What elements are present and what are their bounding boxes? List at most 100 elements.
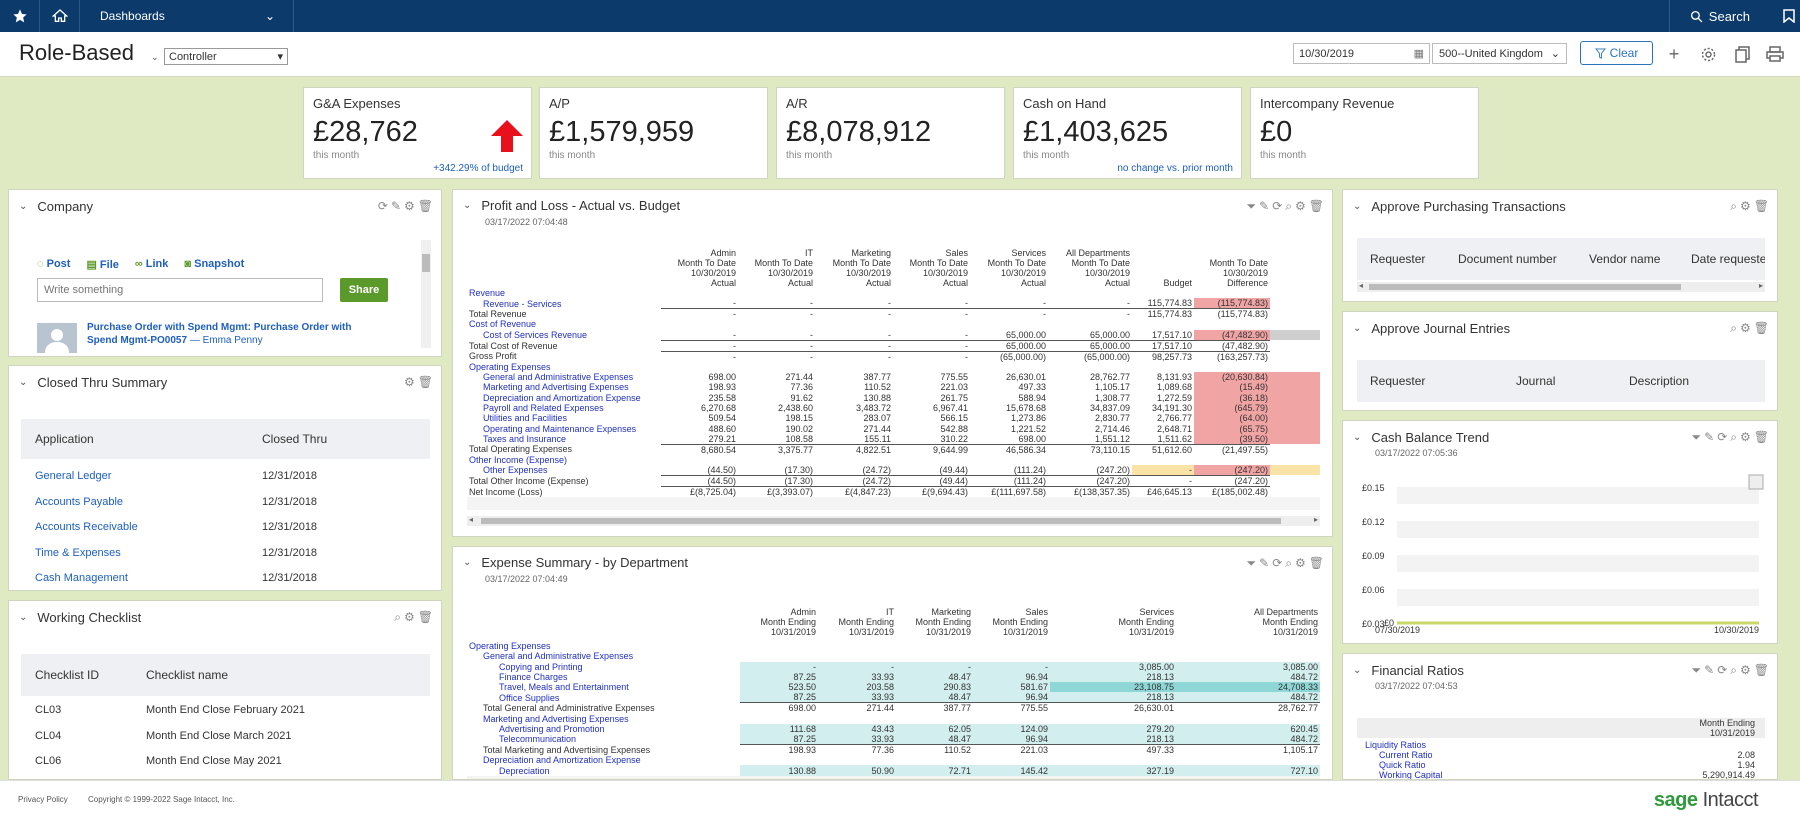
exp-row-label[interactable]: Depreciation bbox=[499, 765, 550, 776]
search-icon[interactable]: ⌕ bbox=[1730, 663, 1737, 677]
exp-row-label[interactable]: General and Administrative Expenses bbox=[483, 651, 634, 662]
pl-row-label[interactable]: Taxes and Insurance bbox=[483, 433, 567, 444]
edit-icon[interactable]: ✎ bbox=[1259, 556, 1270, 570]
pl-row-label[interactable]: Marketing and Advertising Expenses bbox=[483, 382, 629, 393]
trash-icon[interactable]: 🗑 bbox=[1308, 199, 1324, 213]
pl-row-label[interactable]: Cost of Revenue bbox=[469, 319, 537, 330]
gear-icon[interactable] bbox=[1697, 43, 1719, 65]
collapse-chevron-icon[interactable]: ⌄ bbox=[1353, 322, 1362, 334]
exp-row-label[interactable]: Telecommunication bbox=[499, 734, 577, 745]
trash-icon[interactable]: 🗑 bbox=[1753, 321, 1769, 335]
ratio-label[interactable]: Working Capital bbox=[1379, 770, 1443, 780]
collapse-chevron-icon[interactable]: ⌄ bbox=[1353, 431, 1362, 443]
tab-link[interactable]: ∞ Link bbox=[134, 258, 169, 270]
app-link[interactable]: Accounts Payable bbox=[35, 495, 124, 508]
gear-icon[interactable]: ⚙ bbox=[404, 610, 415, 624]
refresh-icon[interactable]: ⟳ bbox=[1272, 556, 1283, 570]
horizontal-scrollbar[interactable]: ◂ ▸ bbox=[467, 515, 1320, 526]
ratio-label[interactable]: Liquidity Ratios bbox=[1365, 740, 1427, 750]
edit-icon[interactable]: ✎ bbox=[390, 199, 401, 213]
filter-icon[interactable]: ⏷ bbox=[1246, 199, 1257, 213]
gear-icon[interactable]: ⚙ bbox=[1295, 199, 1306, 213]
ratio-label[interactable]: Current Ratio bbox=[1379, 750, 1433, 760]
filter-icon[interactable]: ⏷ bbox=[1691, 430, 1702, 444]
pl-row-label[interactable]: Operating and Maintenance Expenses bbox=[483, 423, 637, 434]
pl-row-label[interactable]: Cost of Services Revenue bbox=[483, 329, 588, 340]
pl-row-label[interactable]: Other Expenses bbox=[483, 465, 548, 476]
table-row[interactable]: CL06 Month End Close May 2021 bbox=[21, 748, 430, 774]
edit-icon[interactable]: ✎ bbox=[1704, 430, 1715, 444]
collapse-chevron-icon[interactable]: ⌄ bbox=[1353, 664, 1362, 676]
feed-item-author[interactable]: — Emma Penny bbox=[189, 335, 263, 346]
exp-row-label[interactable]: Depreciation and Amortization Expense bbox=[483, 755, 641, 766]
search-icon[interactable]: ⌕ bbox=[1730, 199, 1737, 213]
home-icon[interactable] bbox=[40, 0, 80, 32]
exp-row-label[interactable]: Finance Charges bbox=[499, 672, 568, 683]
calendar-icon[interactable]: ▦ bbox=[1413, 48, 1424, 60]
search-icon[interactable]: ⌕ bbox=[1285, 556, 1292, 570]
tab-post[interactable]: ◌ Post bbox=[37, 258, 71, 270]
exp-row-label[interactable]: Office Supplies bbox=[499, 692, 560, 703]
exp-row-label[interactable]: Advertising and Promotion bbox=[499, 723, 605, 734]
edit-icon[interactable]: ✎ bbox=[1704, 663, 1715, 677]
tab-snapshot[interactable]: ◙ Snapshot bbox=[184, 258, 245, 270]
pl-row-label[interactable]: General and Administrative Expenses bbox=[483, 372, 634, 383]
exp-row-label[interactable]: Copying and Printing bbox=[499, 661, 583, 672]
collapse-chevron-icon[interactable]: ⌄ bbox=[463, 556, 472, 568]
trash-icon[interactable]: 🗑 bbox=[417, 199, 433, 213]
refresh-icon[interactable]: ⟳ bbox=[1717, 430, 1728, 444]
exp-row-label[interactable]: Operating Expenses bbox=[469, 641, 551, 652]
pl-row-label[interactable]: Other Income (Expense) bbox=[469, 454, 568, 465]
filter-icon[interactable]: ⏷ bbox=[1246, 556, 1257, 570]
trash-icon[interactable]: 🗑 bbox=[1753, 430, 1769, 444]
horizontal-scrollbar[interactable]: ◂ ▸ bbox=[1357, 281, 1765, 292]
copy-icon[interactable] bbox=[1731, 43, 1753, 65]
refresh-icon[interactable]: ⟳ bbox=[377, 199, 388, 213]
gear-icon[interactable]: ⚙ bbox=[1295, 556, 1306, 570]
collapse-chevron-icon[interactable]: ⌄ bbox=[463, 199, 472, 211]
gear-icon[interactable]: ⚙ bbox=[1740, 321, 1751, 335]
date-input[interactable]: 10/30/2019 ▦ bbox=[1293, 43, 1430, 64]
privacy-link[interactable]: Privacy Policy bbox=[18, 795, 68, 804]
app-link[interactable]: General Ledger bbox=[35, 470, 112, 482]
gear-icon[interactable]: ⚙ bbox=[404, 199, 415, 213]
add-icon[interactable]: + bbox=[1668, 43, 1680, 64]
role-select[interactable]: Controller ▾ bbox=[164, 48, 288, 65]
trash-icon[interactable]: 🗑 bbox=[1308, 556, 1324, 570]
search-icon[interactable]: ⌕ bbox=[1730, 321, 1737, 335]
search-icon[interactable]: ⌕ bbox=[1285, 199, 1292, 213]
collapse-chevron-icon[interactable]: ⌄ bbox=[19, 200, 28, 212]
edit-icon[interactable]: ✎ bbox=[1259, 199, 1270, 213]
ratio-label[interactable]: Quick Ratio bbox=[1379, 760, 1426, 770]
exp-row-label[interactable]: Marketing and Advertising Expenses bbox=[483, 713, 629, 724]
table-row[interactable]: CL03 Month End Close February 2021 bbox=[21, 697, 430, 723]
app-link[interactable]: Accounts Receivable bbox=[35, 521, 138, 533]
search-icon[interactable]: ⌕ bbox=[394, 610, 401, 624]
kpi-ap[interactable]: A/P £1,579,959 this month bbox=[539, 87, 768, 179]
collapse-chevron-icon[interactable]: ⌄ bbox=[19, 611, 28, 623]
refresh-icon[interactable]: ⟳ bbox=[1717, 663, 1728, 677]
entity-select[interactable]: 500--United Kingdom ⌄ bbox=[1432, 43, 1567, 64]
kpi-ga-expenses[interactable]: G&A Expenses £28,762 this month +342.29%… bbox=[303, 87, 532, 179]
pl-row-label[interactable]: Depreciation and Amortization Expense bbox=[483, 392, 641, 403]
post-input[interactable] bbox=[37, 278, 323, 302]
pl-row-label[interactable]: Revenue bbox=[469, 288, 506, 299]
collapse-chevron-icon[interactable]: ⌄ bbox=[19, 376, 28, 388]
print-icon[interactable] bbox=[1764, 43, 1786, 65]
refresh-icon[interactable]: ⟳ bbox=[1272, 199, 1283, 213]
gear-icon[interactable]: ⚙ bbox=[1740, 430, 1751, 444]
tab-file[interactable]: ▤ File bbox=[86, 259, 119, 271]
gear-icon[interactable]: ⚙ bbox=[1740, 663, 1751, 677]
share-button[interactable]: Share bbox=[340, 278, 388, 302]
pl-row-label[interactable]: Revenue - Services bbox=[483, 298, 562, 309]
exp-row-label[interactable]: Travel, Meals and Entertainment bbox=[499, 682, 629, 693]
trash-icon[interactable]: 🗑 bbox=[1753, 199, 1769, 213]
pl-row-label[interactable]: Payroll and Related Expenses bbox=[483, 402, 604, 413]
kpi-intercompany-revenue[interactable]: Intercompany Revenue £0 this month bbox=[1250, 87, 1479, 179]
pl-row-label[interactable]: Utilities and Facilities bbox=[483, 413, 568, 424]
title-chevron-down-icon[interactable]: ⌄ bbox=[151, 52, 159, 62]
favorites-star-icon[interactable] bbox=[0, 0, 40, 32]
filter-icon[interactable]: ⏷ bbox=[1691, 663, 1702, 677]
feed-item-title[interactable]: Purchase Order with Spend Mgmt: Purchase… bbox=[87, 322, 352, 346]
search-icon[interactable]: ⌕ bbox=[1730, 430, 1737, 444]
